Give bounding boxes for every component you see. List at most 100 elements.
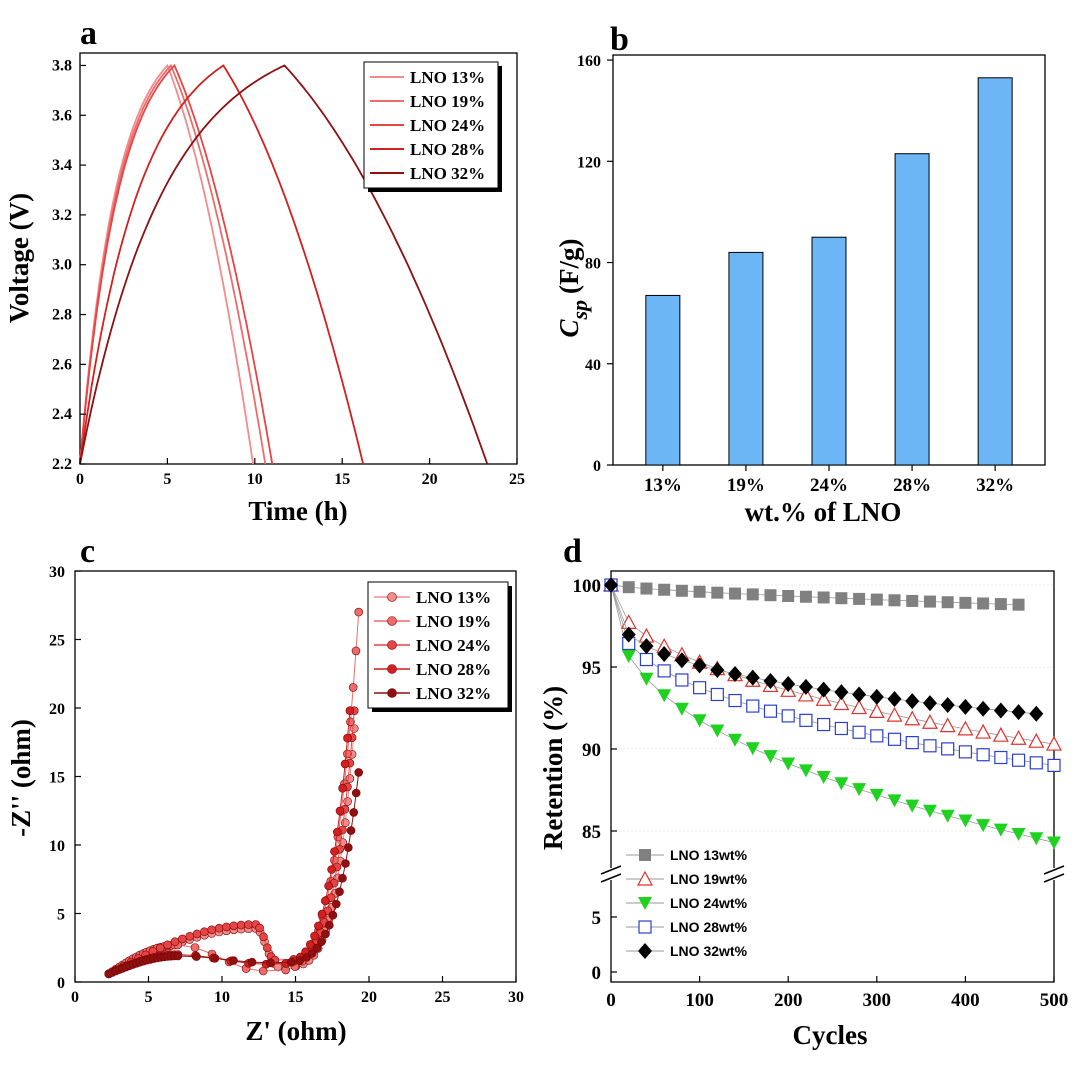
axis-break-mark-right-1 [1043, 865, 1065, 875]
data-point-c [222, 922, 231, 932]
legend-label-d: LNO 28wt% [670, 919, 748, 935]
x-tick-label: 100 [685, 990, 714, 1011]
data-point-c [345, 706, 355, 716]
legend-swatch-marker-d [636, 870, 654, 886]
panel-letter-b: b [610, 21, 629, 58]
y-tick-label: 100 [573, 576, 602, 597]
data-point-d [763, 672, 778, 689]
data-point-d [939, 717, 956, 733]
y-ticks-b: 0 40 80 120 160 [577, 53, 613, 475]
data-point-c [349, 808, 359, 817]
data-point-d [639, 672, 654, 686]
legend-label-a: LNO 13% [410, 68, 485, 87]
series-line-4 [79, 64, 365, 465]
y-tick-label: 3.2 [52, 207, 72, 224]
y-tick-label: 25 [49, 633, 65, 650]
series-line-3 [79, 63, 274, 465]
y-tick-label: 0 [592, 963, 602, 984]
panel-letter-c: c [80, 533, 95, 570]
data-point-d [1029, 832, 1044, 846]
y-ticks-c: 0 5 10 15 20 25 30 [49, 564, 81, 992]
data-point-d [922, 695, 937, 712]
data-point-d [977, 597, 990, 610]
legend-label-d: LNO 13wt% [670, 847, 748, 863]
y-tick-label: 2.4 [52, 406, 72, 423]
y-tick-label: 10 [49, 838, 65, 855]
data-point-d [693, 585, 706, 598]
data-point-d [992, 726, 1009, 742]
data-point-d [763, 704, 778, 718]
x-tick-label: 20 [422, 471, 438, 488]
series-points-c [104, 607, 364, 979]
data-point-d [834, 721, 848, 736]
data-point-c [266, 958, 275, 968]
panel-b: b 13% 19% 24% 28% 32% 0 40 80 120 160 wt.% of LN… [554, 21, 1046, 527]
data-point-d [658, 583, 671, 596]
data-point-c [338, 873, 347, 883]
data-point-c [244, 920, 253, 929]
data-point-d [657, 664, 671, 678]
bar-19% [728, 251, 764, 466]
data-point-d [941, 742, 955, 756]
data-point-d [852, 686, 867, 703]
x-tick-label: 400 [951, 990, 980, 1011]
data-point-d [834, 777, 849, 791]
data-point-d [940, 809, 955, 823]
y-tick-label: 95 [582, 658, 601, 679]
y-tick-label: 20 [49, 701, 65, 718]
data-point-d [921, 713, 938, 729]
legend-swatch-marker-c [387, 640, 397, 650]
data-point-c [236, 920, 246, 930]
data-point-d [959, 596, 972, 609]
data-point-c [335, 806, 345, 816]
data-point-d [710, 661, 725, 678]
data-point-d [923, 595, 936, 608]
data-point-d [675, 584, 688, 597]
legend-d: LNO 13wt% LNO 19wt% LNO 24wt% LNO 28wt% LNO … [626, 847, 748, 959]
legend-swatch-marker-c [387, 592, 397, 602]
data-point-c [335, 887, 344, 897]
data-point-d [711, 586, 724, 599]
axis-break-gap-left [600, 868, 622, 880]
plot-frame-d [610, 570, 1055, 983]
data-point-d [906, 594, 919, 607]
legend-label-d: LNO 24wt% [670, 895, 748, 911]
data-point-d [887, 691, 902, 708]
data-point-d [675, 673, 689, 687]
x-tick-label: 19% [727, 475, 765, 496]
y-tick-label: 120 [577, 154, 601, 171]
data-point-d [923, 739, 937, 753]
y-tick-label: 40 [585, 357, 601, 374]
data-point-d [781, 676, 796, 693]
data-point-d [728, 665, 743, 682]
axis-break-gap-right [1043, 868, 1065, 880]
data-point-d [1029, 705, 1044, 722]
x-axis-title-d: Cycles [793, 1020, 868, 1050]
data-point-c [229, 956, 238, 965]
x-tick-label: 25 [435, 989, 451, 1006]
data-point-c [327, 865, 336, 874]
data-point-d [940, 697, 955, 714]
data-point-d [745, 669, 760, 686]
legend-label-c: LNO 28% [416, 660, 491, 679]
data-point-c [178, 934, 187, 944]
data-point-c [312, 943, 322, 953]
y-tick-label: 3.6 [52, 107, 72, 124]
legend-label-c: LNO 32% [416, 684, 491, 703]
data-point-d [922, 804, 937, 818]
data-point-c [307, 949, 317, 958]
data-point-c [190, 943, 200, 952]
x-tick-label: 13% [644, 475, 682, 496]
x-axis-title-a: Time (h) [248, 496, 347, 526]
data-point-d [1012, 598, 1025, 611]
y-axis-title-a: Voltage (V) [4, 193, 34, 323]
data-point-d [799, 590, 812, 603]
data-point-c [328, 910, 338, 920]
legend-label-a: LNO 24% [410, 116, 485, 135]
legend-a: LNO 13% LNO 19% LNO 24% LNO 28% LNO 32% [363, 61, 502, 192]
y-ticks-a: 2.2 2.4 2.6 2.8 3.0 3.2 3.4 3.6 3.8 [52, 57, 86, 473]
x-ticks-b: 13% 19% 24% 28% 32% [644, 465, 1014, 496]
y-axis-title-b-main: C [554, 319, 584, 338]
y-axis-title-b-unit: (F/g) [554, 238, 584, 293]
